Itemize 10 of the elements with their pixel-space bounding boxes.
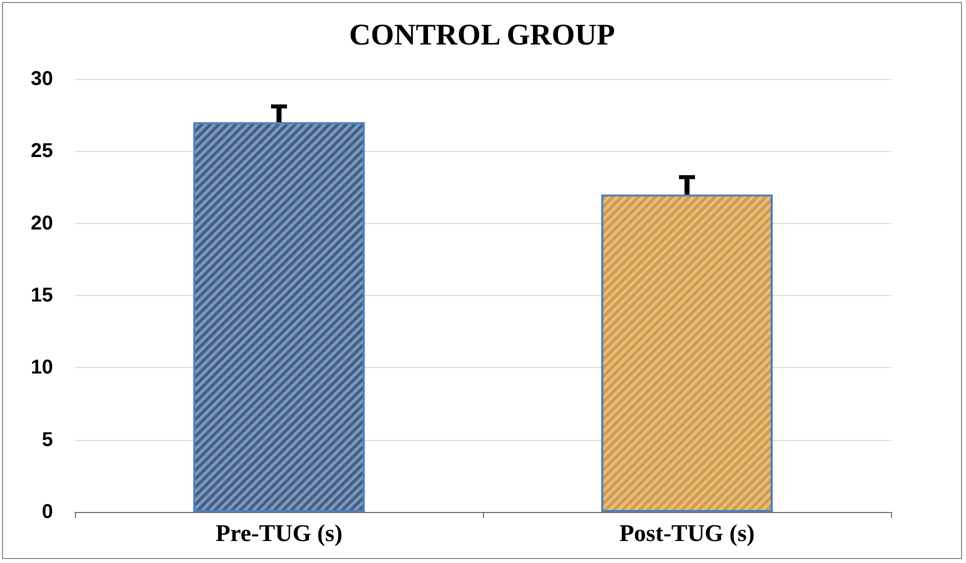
chart-title: CONTROL GROUP <box>349 18 615 52</box>
y-tick-label: 5 <box>42 428 53 451</box>
y-tick-label: 10 <box>30 356 53 379</box>
x-tick-label: Post-TUG (s) <box>619 521 755 547</box>
y-tick-label: 0 <box>42 501 53 523</box>
y-tick-label: 15 <box>30 284 53 306</box>
y-tick-label: 25 <box>30 140 53 162</box>
x-tick-label: Pre-TUG (s) <box>216 521 342 547</box>
y-tick-label: 30 <box>30 68 53 90</box>
y-tick-label: 20 <box>30 212 53 234</box>
